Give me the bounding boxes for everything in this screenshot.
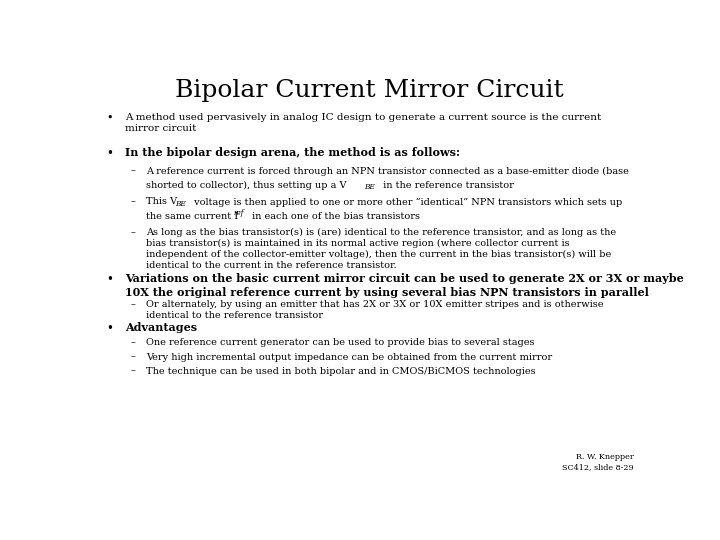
Text: in the reference transistor: in the reference transistor [380, 181, 514, 190]
Text: –: – [130, 339, 135, 347]
Text: BE: BE [176, 200, 186, 208]
Text: –: – [130, 198, 135, 206]
Text: In the bipolar design arena, the method is as follows:: In the bipolar design arena, the method … [125, 147, 459, 158]
Text: ref: ref [234, 209, 244, 217]
Text: shorted to collector), thus setting up a V: shorted to collector), thus setting up a… [145, 181, 346, 190]
Text: in each one of the bias transistors: in each one of the bias transistors [252, 212, 420, 220]
Text: –: – [130, 300, 135, 309]
Text: •: • [107, 113, 113, 123]
Text: As long as the bias transistor(s) is (are) identical to the reference transistor: As long as the bias transistor(s) is (ar… [145, 228, 616, 270]
Text: Very high incremental output impedance can be obtained from the current mirror: Very high incremental output impedance c… [145, 353, 552, 362]
Text: R. W. Knepper
SC412, slide 8-29: R. W. Knepper SC412, slide 8-29 [562, 453, 634, 471]
Text: The technique can be used in both bipolar and in CMOS/BiCMOS technologies: The technique can be used in both bipola… [145, 367, 536, 376]
Text: Advantages: Advantages [125, 322, 197, 333]
Text: One reference current generator can be used to provide bias to several stages: One reference current generator can be u… [145, 339, 534, 347]
Text: –: – [130, 353, 135, 362]
Text: Or alternately, by using an emitter that has 2X or 3X or 10X emitter stripes and: Or alternately, by using an emitter that… [145, 300, 603, 320]
Text: BE: BE [364, 183, 375, 191]
Text: voltage is then applied to one or more other “identical” NPN transistors which s: voltage is then applied to one or more o… [191, 198, 622, 207]
Text: Bipolar Current Mirror Circuit: Bipolar Current Mirror Circuit [175, 79, 563, 103]
Text: A reference current is forced through an NPN transistor connected as a base-emit: A reference current is forced through an… [145, 167, 629, 176]
Text: A method used pervasively in analog IC design to generate a current source is th: A method used pervasively in analog IC d… [125, 113, 601, 133]
Text: Variations on the basic current mirror circuit can be used to generate 2X or 3X : Variations on the basic current mirror c… [125, 273, 683, 298]
Text: •: • [107, 273, 114, 286]
Text: –: – [130, 367, 135, 376]
Text: •: • [107, 322, 114, 335]
Text: This V: This V [145, 198, 177, 206]
Text: –: – [130, 228, 135, 237]
Text: •: • [107, 147, 114, 160]
Text: –: – [130, 167, 135, 176]
Text: the same current I: the same current I [145, 212, 238, 220]
